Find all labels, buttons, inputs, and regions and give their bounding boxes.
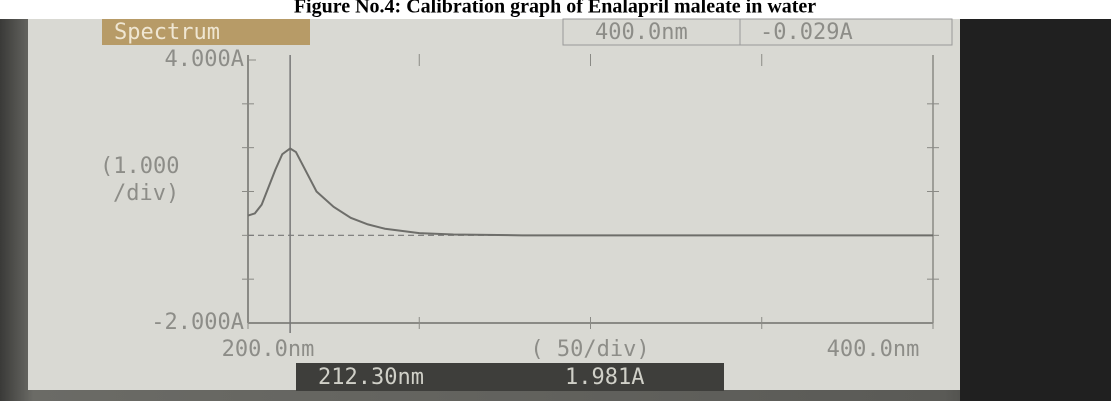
chart-title: Figure No.4: Calibration graph of Enalap… [294,0,816,18]
y-scale-label: /div) [113,181,179,206]
cursor-x-label: 212.30nm [318,365,424,390]
x-tick-label: 200.0nm [222,337,315,362]
page: {"chart_data": {"type": "line", "title":… [0,0,1111,401]
y-scale-label: (1.000 [100,154,179,179]
readout-absorbance: -0.029A [760,20,853,45]
x-tick-label: 400.0nm [827,337,920,362]
y-tick-label: -2.000A [151,310,244,335]
chart: Figure No.4: Calibration graph of Enalap… [0,0,1111,401]
cursor-y-label: 1.981A [565,365,644,390]
x-scale-label: ( 50/div) [530,337,649,362]
bezel-right [960,18,1111,401]
readout-wavelength: 400.0nm [595,20,688,45]
y-tick-label: 4.000A [165,47,244,72]
mode-label: Spectrum [114,20,220,45]
